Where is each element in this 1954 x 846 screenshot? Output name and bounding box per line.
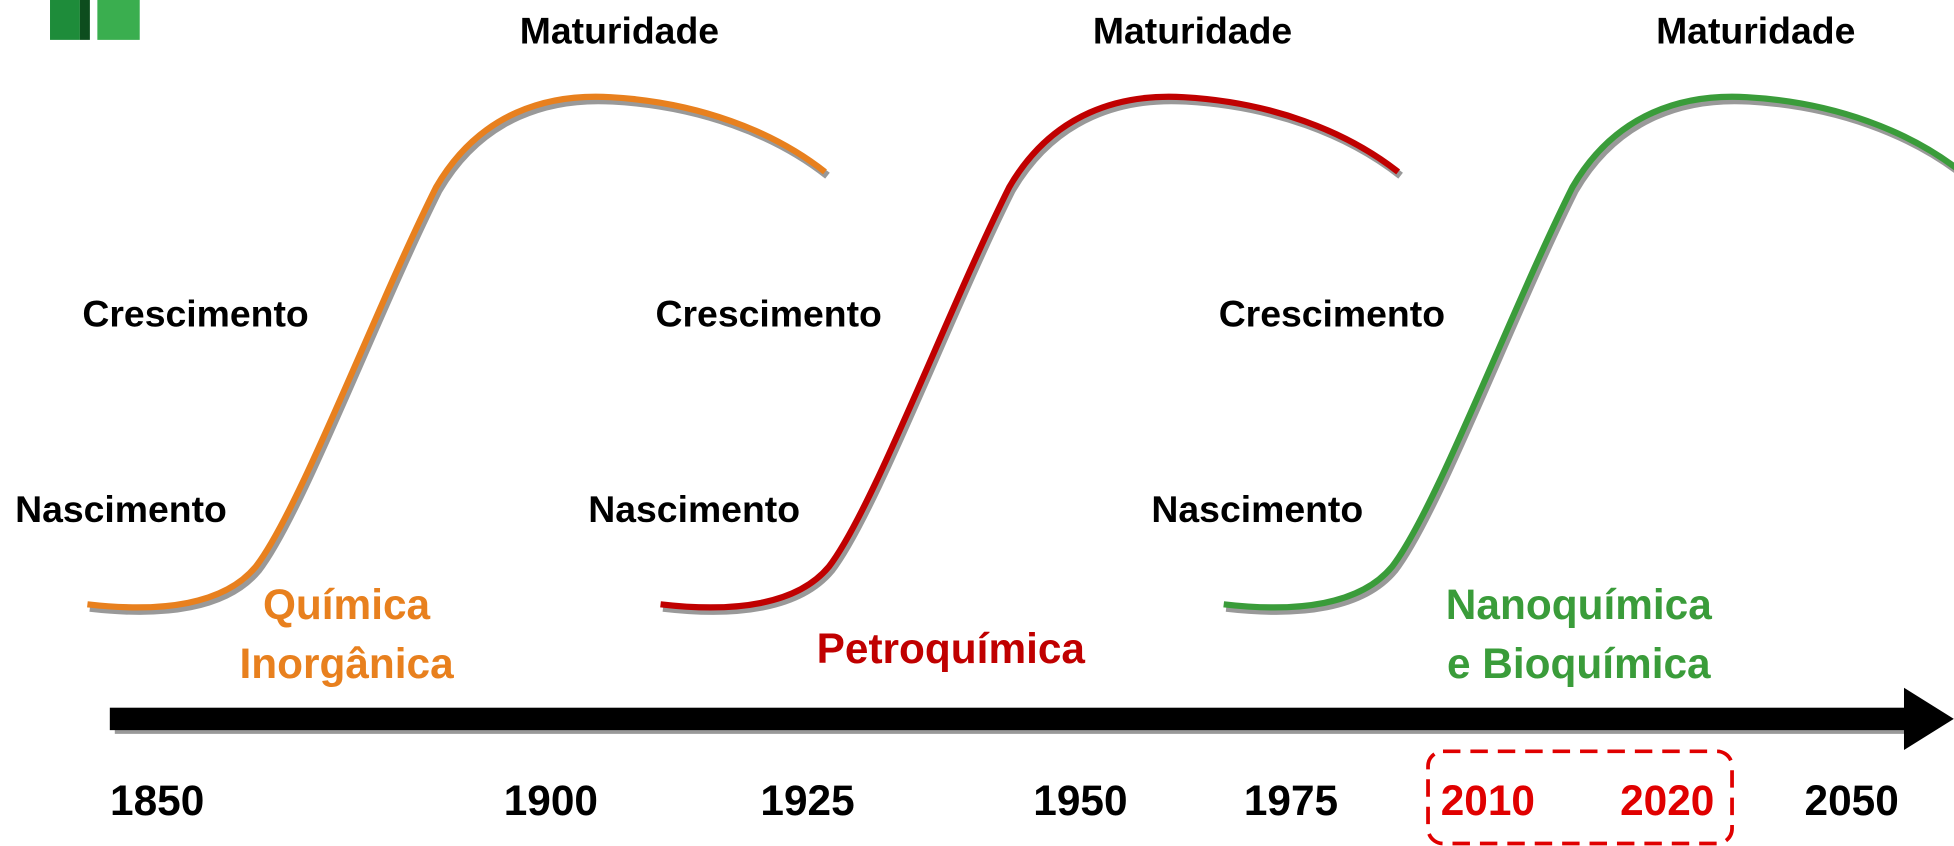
maturity-label: Maturidade xyxy=(1656,10,1855,52)
year-label: 1950 xyxy=(1033,777,1127,824)
curve xyxy=(87,93,827,611)
year-label: 1925 xyxy=(760,777,854,824)
timeline-arrow xyxy=(109,687,1954,751)
growth-label: Crescimento xyxy=(1219,292,1445,334)
growth-label: Crescimento xyxy=(82,292,308,334)
year-label: 1975 xyxy=(1244,777,1338,824)
year-label: 2050 xyxy=(1805,777,1899,824)
curve-name: Química xyxy=(263,581,431,628)
curve-shadow xyxy=(1225,96,1954,615)
maturity-label: Maturidade xyxy=(520,10,719,52)
year-label: 2020 xyxy=(1620,777,1714,824)
curve-shadow xyxy=(662,96,1403,615)
curve-name: Inorgânica xyxy=(239,640,454,687)
curve-name: Nanoquímica xyxy=(1446,581,1712,628)
year-label: 1900 xyxy=(504,777,598,824)
curve-shadow xyxy=(89,96,830,615)
curve-name: e Bioquímica xyxy=(1447,640,1711,687)
birth-label: Nascimento xyxy=(1151,488,1363,530)
logo xyxy=(50,0,140,40)
highlight-box xyxy=(1426,749,1734,846)
maturity-label: Maturidade xyxy=(1093,10,1292,52)
curve xyxy=(1223,93,1954,611)
curve-name: Petroquímica xyxy=(817,625,1086,672)
growth-label: Crescimento xyxy=(656,292,882,334)
curve xyxy=(660,93,1401,611)
birth-label: Nascimento xyxy=(15,488,227,530)
year-label: 2010 xyxy=(1441,777,1535,824)
year-label: 1850 xyxy=(110,777,204,824)
birth-label: Nascimento xyxy=(588,488,800,530)
